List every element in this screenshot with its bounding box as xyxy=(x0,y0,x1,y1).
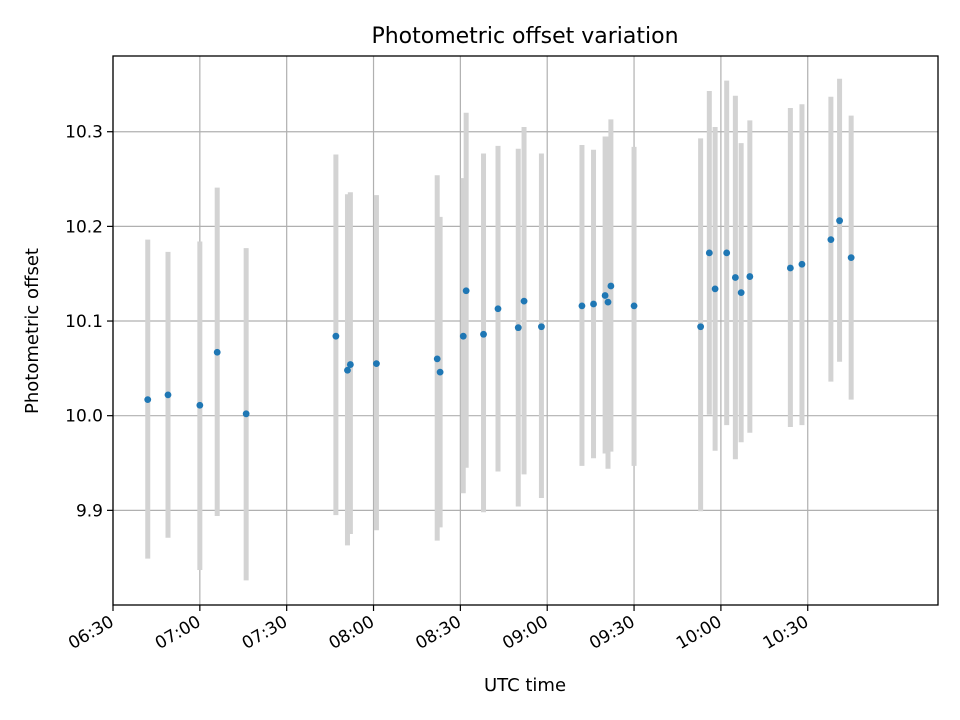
data-point xyxy=(601,292,609,299)
data-point xyxy=(590,300,597,308)
data-point xyxy=(433,355,441,363)
data-point xyxy=(705,249,713,257)
data-point xyxy=(723,249,731,257)
data-point xyxy=(480,330,487,338)
data-point xyxy=(630,302,638,310)
chart-title: Photometric offset variation xyxy=(371,24,678,49)
data-point xyxy=(346,361,354,368)
data-point xyxy=(332,332,340,340)
data-point xyxy=(520,297,528,305)
data-point xyxy=(144,396,152,403)
y-tick-label: 10.0 xyxy=(65,407,103,427)
data-point xyxy=(827,236,835,244)
x-axis-label: UTC time xyxy=(484,675,566,696)
data-point xyxy=(494,305,502,313)
data-point xyxy=(607,282,615,290)
data-point xyxy=(164,391,172,399)
data-point xyxy=(604,298,612,306)
data-point xyxy=(538,323,545,331)
data-point xyxy=(242,410,250,418)
data-point xyxy=(731,274,739,281)
y-tick-label: 9.9 xyxy=(76,501,103,521)
data-point xyxy=(373,360,380,368)
data-point xyxy=(847,254,855,262)
y-tick-label: 10.3 xyxy=(65,123,103,143)
data-point xyxy=(697,323,705,331)
data-point xyxy=(459,332,467,340)
data-point xyxy=(836,217,843,225)
y-tick-label: 10.2 xyxy=(65,217,103,237)
data-point xyxy=(213,348,221,356)
y-tick-label: 10.1 xyxy=(65,312,103,332)
data-point xyxy=(196,401,204,409)
data-point xyxy=(462,287,470,295)
plot-frame xyxy=(112,55,939,606)
point-layer xyxy=(144,217,855,418)
y-axis-label: Photometric offset xyxy=(22,248,43,414)
data-point xyxy=(436,368,444,376)
data-point xyxy=(746,273,754,280)
data-point xyxy=(578,302,586,310)
data-point xyxy=(711,285,719,293)
data-point xyxy=(514,324,522,332)
data-point xyxy=(737,289,745,297)
data-point xyxy=(786,264,794,272)
data-point xyxy=(798,260,806,268)
data-point xyxy=(344,366,351,374)
